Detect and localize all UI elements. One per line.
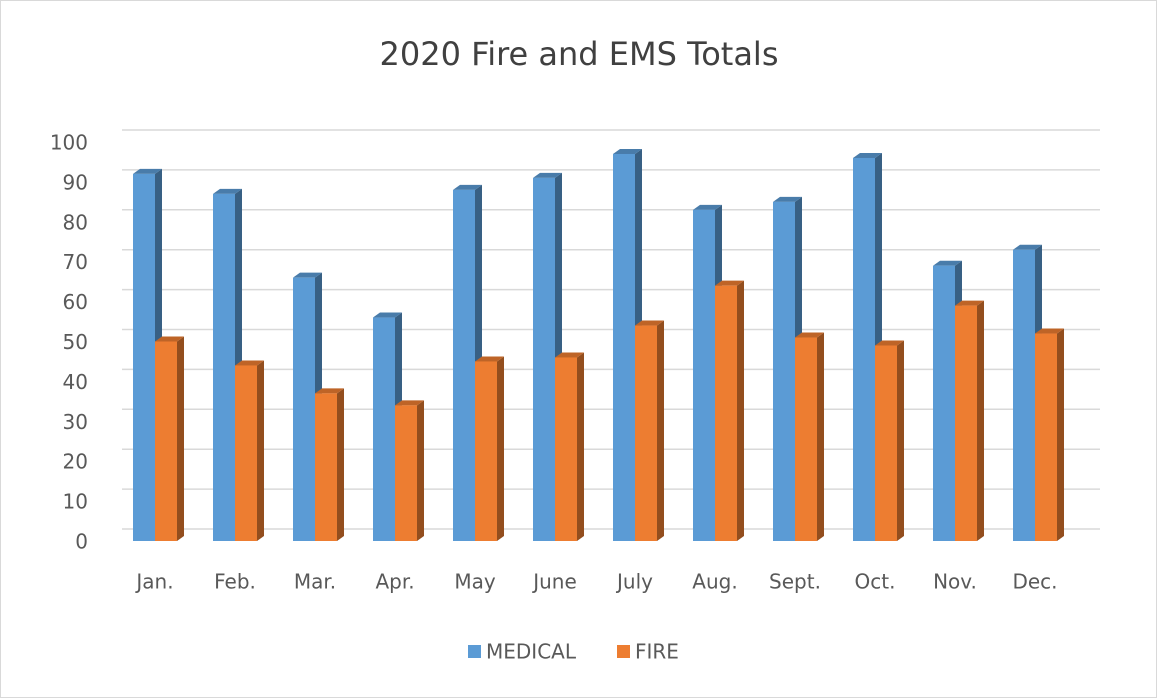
bar	[773, 201, 795, 541]
bar	[955, 305, 977, 541]
bar	[715, 285, 737, 541]
x-tick-label: July	[615, 570, 653, 594]
bar	[693, 209, 715, 541]
bar-side	[497, 356, 504, 541]
bar-side	[577, 352, 584, 541]
bar	[1013, 249, 1035, 542]
bar-top	[955, 300, 984, 306]
bar	[235, 365, 257, 541]
bar	[635, 325, 657, 541]
bar-top	[1013, 244, 1042, 250]
y-tick-label: 60	[63, 290, 88, 314]
bar-top	[293, 272, 322, 278]
x-tick-label: May	[454, 570, 496, 594]
y-tick-label: 0	[75, 530, 88, 554]
y-tick-label: 40	[63, 370, 88, 394]
bar-top	[853, 152, 882, 158]
legend-label: MEDICAL	[486, 640, 577, 664]
bar-side	[337, 388, 344, 541]
bar	[213, 193, 235, 541]
bar	[853, 157, 875, 541]
x-tick-label: Mar.	[294, 570, 336, 594]
bar-side	[657, 320, 664, 541]
bar-top	[315, 388, 344, 394]
bar-side	[417, 400, 424, 541]
legend-swatch	[468, 645, 481, 658]
bar	[533, 177, 555, 541]
y-tick-label: 90	[63, 170, 88, 194]
bar	[373, 317, 395, 541]
x-tick-label: Dec.	[1012, 570, 1057, 594]
bar-top	[635, 320, 664, 326]
x-tick-label: Oct.	[855, 570, 896, 594]
bar-side	[1057, 328, 1064, 541]
bar	[395, 405, 417, 541]
bar-top	[693, 204, 722, 210]
bar-top	[715, 280, 744, 286]
bar	[155, 341, 177, 541]
x-tick-label: Sept.	[769, 570, 821, 594]
x-tick-label: Aug.	[692, 570, 737, 594]
x-tick-label: Nov.	[933, 570, 977, 594]
bar	[475, 361, 497, 541]
bar	[875, 345, 897, 541]
bar	[933, 265, 955, 541]
bar	[133, 173, 155, 542]
y-tick-label: 10	[63, 490, 88, 514]
bar-top	[395, 400, 424, 406]
y-tick-label: 20	[63, 450, 88, 474]
bar-top	[933, 260, 962, 266]
bar-top	[613, 148, 642, 154]
bar	[1035, 333, 1057, 541]
bar-top	[235, 360, 264, 366]
bar-top	[1035, 328, 1064, 334]
bar-top	[133, 168, 162, 174]
bar-side	[257, 360, 264, 541]
y-tick-label: 80	[63, 210, 88, 234]
bar	[613, 153, 635, 541]
bar	[293, 277, 315, 541]
bar-top	[795, 332, 824, 338]
bar-top	[453, 184, 482, 190]
y-tick-label: 30	[63, 410, 88, 434]
y-tick-label: 50	[63, 330, 88, 354]
x-tick-label: June	[531, 570, 577, 594]
bar-top	[533, 172, 562, 178]
bar-top	[875, 340, 904, 346]
legend-swatch	[617, 645, 630, 658]
y-tick-label: 100	[50, 131, 88, 155]
bar	[795, 337, 817, 541]
x-tick-label: Feb.	[214, 570, 256, 594]
bar-top	[475, 356, 504, 362]
bar-top	[213, 188, 242, 194]
bar-top	[155, 336, 184, 342]
bar-side	[737, 280, 744, 541]
bar-side	[177, 336, 184, 541]
legend-label: FIRE	[635, 640, 679, 664]
bar-side	[977, 300, 984, 541]
x-tick-label: Apr.	[375, 570, 414, 594]
bar-top	[555, 352, 584, 358]
chart-title: 2020 Fire and EMS Totals	[380, 35, 779, 73]
bar	[453, 189, 475, 541]
y-tick-label: 70	[63, 250, 88, 274]
bar-top	[373, 312, 402, 318]
bar-side	[897, 340, 904, 541]
bar-side	[817, 332, 824, 541]
x-tick-label: Jan.	[134, 570, 173, 594]
bar	[555, 357, 577, 541]
bar	[315, 393, 337, 541]
bar-top	[773, 196, 802, 202]
